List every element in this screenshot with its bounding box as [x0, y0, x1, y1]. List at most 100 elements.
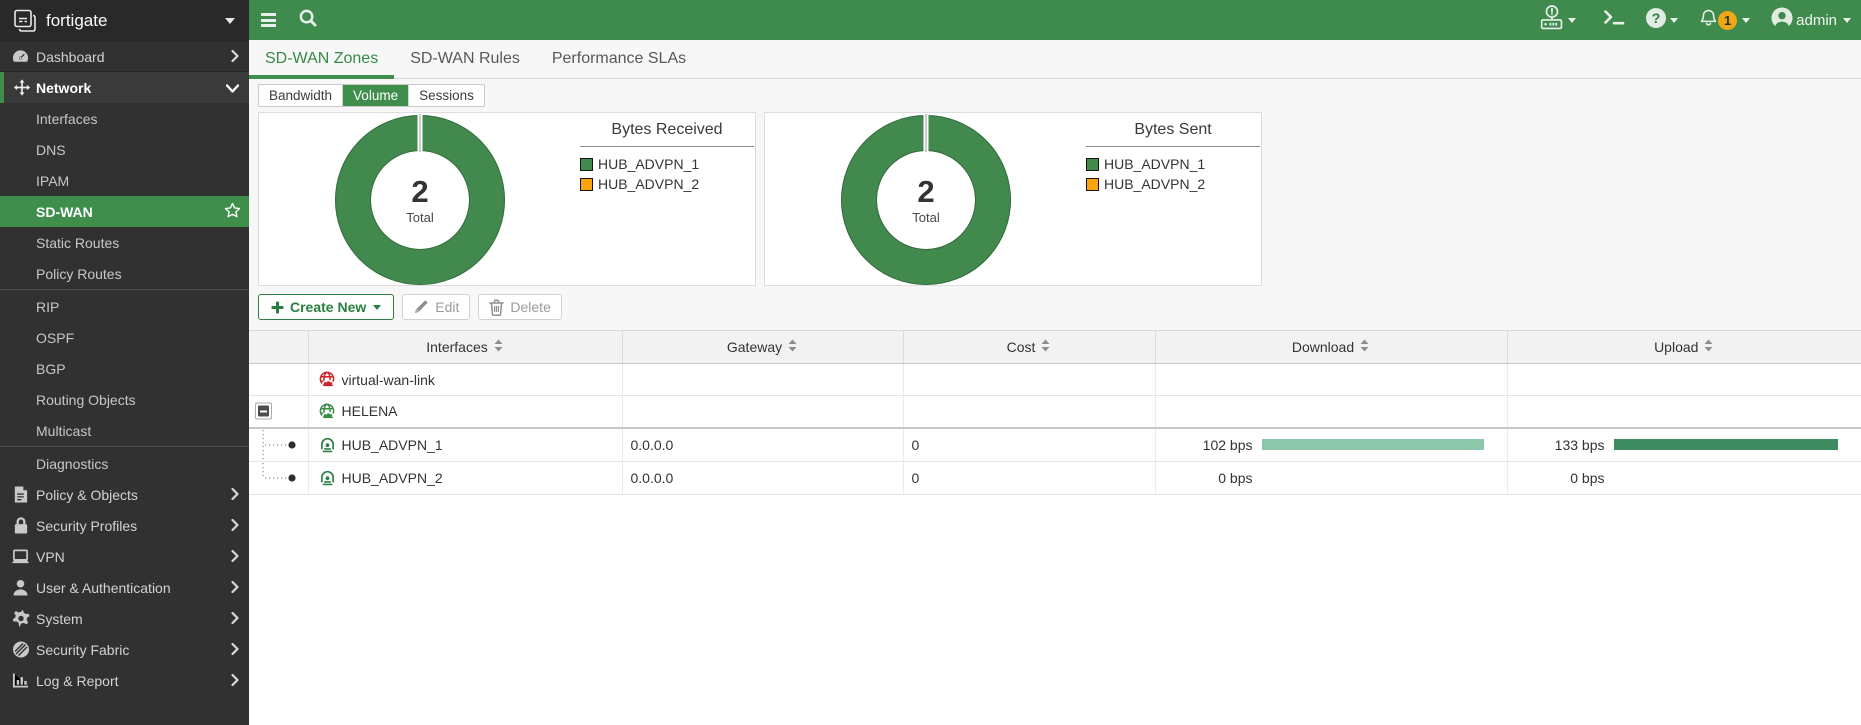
- legend-items: HUB_ADVPN_1 HUB_ADVPN_2: [580, 147, 754, 194]
- device-status-menu[interactable]: [1540, 5, 1577, 35]
- sidebar-item-diagnostics[interactable]: Diagnostics: [0, 448, 249, 479]
- delete-button[interactable]: Delete: [478, 294, 562, 320]
- column-header-gateway[interactable]: Gateway: [622, 330, 904, 364]
- sidebar-item-label: Policy Routes: [36, 265, 122, 282]
- sidebar-item-rip[interactable]: RIP: [0, 291, 249, 322]
- sort-icon[interactable]: [1359, 339, 1370, 355]
- create-new-button[interactable]: Create New: [258, 294, 395, 320]
- notifications-menu[interactable]: 1: [1700, 8, 1751, 33]
- sidebar-item-multicast[interactable]: Multicast: [0, 415, 249, 446]
- laptop-icon: [11, 547, 30, 566]
- collapse-toggle[interactable]: [255, 402, 272, 420]
- table-row-HUB_ADVPN_1[interactable]: HUB_ADVPN_1 0.0.0.0 0 102 bps 133 bps: [249, 427, 1861, 462]
- upload-cell: [1507, 395, 1861, 429]
- sidebar-item-sd-wan[interactable]: SD-WAN: [0, 196, 249, 227]
- interface-cell: HUB_ADVPN_2: [308, 461, 623, 495]
- sidebar: fortigate Dashboard Network Interfaces DNS I…: [0, 0, 249, 725]
- sidebar-item-vpn[interactable]: VPN: [0, 541, 249, 572]
- sidebar-divider: [0, 289, 249, 291]
- upload-cell: 0 bps: [1507, 461, 1861, 495]
- subtab-volume[interactable]: Volume: [342, 85, 409, 106]
- column-header-interfaces[interactable]: Interfaces: [308, 330, 623, 364]
- sort-icon[interactable]: [787, 339, 798, 355]
- admin-menu[interactable]: admin: [1771, 6, 1851, 34]
- chart-panel-bytes-received: 2 Total Bytes Received HUB_ADVPN_1 HUB_A…: [258, 112, 756, 286]
- legend-item[interactable]: HUB_ADVPN_2: [580, 174, 754, 194]
- create-new-caret-down-icon: [373, 304, 382, 310]
- tab-sd-wan-zones[interactable]: SD-WAN Zones: [249, 40, 395, 79]
- cost-cell: [903, 395, 1156, 429]
- download-cell: 0 bps: [1155, 461, 1508, 495]
- bell-icon: [1700, 8, 1717, 33]
- sidebar-item-routing-objects[interactable]: Routing Objects: [0, 384, 249, 415]
- sidebar-item-dns[interactable]: DNS: [0, 134, 249, 165]
- cli-console-icon: [1604, 10, 1625, 30]
- sort-icon[interactable]: [1703, 339, 1714, 355]
- report-icon: [11, 671, 30, 690]
- edit-button[interactable]: Edit: [402, 294, 471, 320]
- sidebar-item-log-report[interactable]: Log & Report: [0, 665, 249, 696]
- sidebar-item-security-fabric[interactable]: Security Fabric: [0, 634, 249, 665]
- column-header-cost[interactable]: Cost: [903, 330, 1156, 364]
- donut-chart[interactable]: 2 Total: [334, 114, 506, 286]
- page-tabs: SD-WAN Zones SD-WAN Rules Performance SLAs: [249, 40, 1861, 79]
- logo-row[interactable]: fortigate: [0, 0, 249, 41]
- sidebar-item-policy-objects[interactable]: Policy & Objects: [0, 479, 249, 510]
- favorite-star-icon[interactable]: [224, 202, 241, 222]
- globe-red-icon: [319, 371, 336, 388]
- legend-item[interactable]: HUB_ADVPN_1: [1086, 154, 1260, 174]
- tab-performance-slas[interactable]: Performance SLAs: [551, 50, 687, 67]
- column-header-upload[interactable]: Upload: [1507, 330, 1861, 364]
- device-caret-down-icon: [1568, 17, 1577, 23]
- tab-sd-wan-rules[interactable]: SD-WAN Rules: [410, 50, 520, 67]
- interface-name: HELENA: [341, 403, 398, 420]
- sidebar-item-security-profiles[interactable]: Security Profiles: [0, 510, 249, 541]
- subtab-sessions[interactable]: Sessions: [408, 85, 484, 106]
- chevron-down-icon: [225, 80, 240, 96]
- hamburger-menu-button[interactable]: [261, 7, 276, 33]
- interface-cell: HELENA: [308, 395, 623, 429]
- notification-badge: 1: [1718, 10, 1738, 30]
- chevron-right-icon: [231, 549, 239, 565]
- sidebar-item-system[interactable]: System: [0, 603, 249, 634]
- help-menu[interactable]: ?: [1645, 7, 1679, 34]
- cost-cell: 0: [903, 461, 1156, 495]
- tree-branch-icon: [249, 462, 308, 494]
- column-header-download[interactable]: Download: [1155, 330, 1508, 364]
- sidebar-item-ospf[interactable]: OSPF: [0, 322, 249, 353]
- sidebar-item-user-authentication[interactable]: User & Authentication: [0, 572, 249, 603]
- donut-chart[interactable]: 2 Total: [840, 114, 1012, 286]
- legend-item[interactable]: HUB_ADVPN_2: [1086, 174, 1260, 194]
- fortigate-logo-icon: [12, 8, 38, 34]
- sidebar-item-dashboard[interactable]: Dashboard: [0, 41, 249, 72]
- chart-legend: Bytes Received HUB_ADVPN_1 HUB_ADVPN_2: [580, 113, 755, 194]
- admin-avatar-icon: [1771, 6, 1793, 34]
- sidebar-item-bgp[interactable]: BGP: [0, 353, 249, 384]
- sort-icon[interactable]: [493, 339, 504, 355]
- chevron-right-icon: [231, 487, 239, 503]
- cli-console-button[interactable]: [1604, 10, 1625, 30]
- legend-item[interactable]: HUB_ADVPN_1: [580, 154, 754, 174]
- table-row-HELENA[interactable]: HELENA: [249, 395, 1861, 429]
- sidebar-item-network[interactable]: Network: [0, 72, 249, 103]
- interface-name: HUB_ADVPN_2: [341, 469, 443, 486]
- gateway-value: 0.0.0.0: [630, 469, 674, 486]
- sidebar-item-static-routes[interactable]: Static Routes: [0, 227, 249, 258]
- expand-cell: [249, 363, 309, 396]
- legend-swatch: [1086, 157, 1099, 171]
- search-button[interactable]: [299, 9, 317, 32]
- sidebar-item-label: Interfaces: [36, 110, 98, 127]
- table-row-HUB_ADVPN_2[interactable]: HUB_ADVPN_2 0.0.0.0 0 0 bps 0 bps: [249, 461, 1861, 495]
- donut-total-value: 2: [411, 173, 429, 209]
- pencil-icon: [413, 299, 429, 315]
- cost-value: 0: [911, 469, 920, 486]
- download-bar-track: [1261, 439, 1484, 450]
- sidebar-item-ipam[interactable]: IPAM: [0, 165, 249, 196]
- sidebar-item-policy-routes[interactable]: Policy Routes: [0, 258, 249, 289]
- table-row-virtual-wan-link[interactable]: virtual-wan-link: [249, 363, 1861, 396]
- sidebar-item-label: Network: [36, 79, 92, 96]
- subtab-bandwidth[interactable]: Bandwidth: [259, 85, 343, 106]
- interface-name: virtual-wan-link: [341, 371, 435, 388]
- sidebar-item-interfaces[interactable]: Interfaces: [0, 103, 249, 134]
- sort-icon[interactable]: [1040, 339, 1051, 355]
